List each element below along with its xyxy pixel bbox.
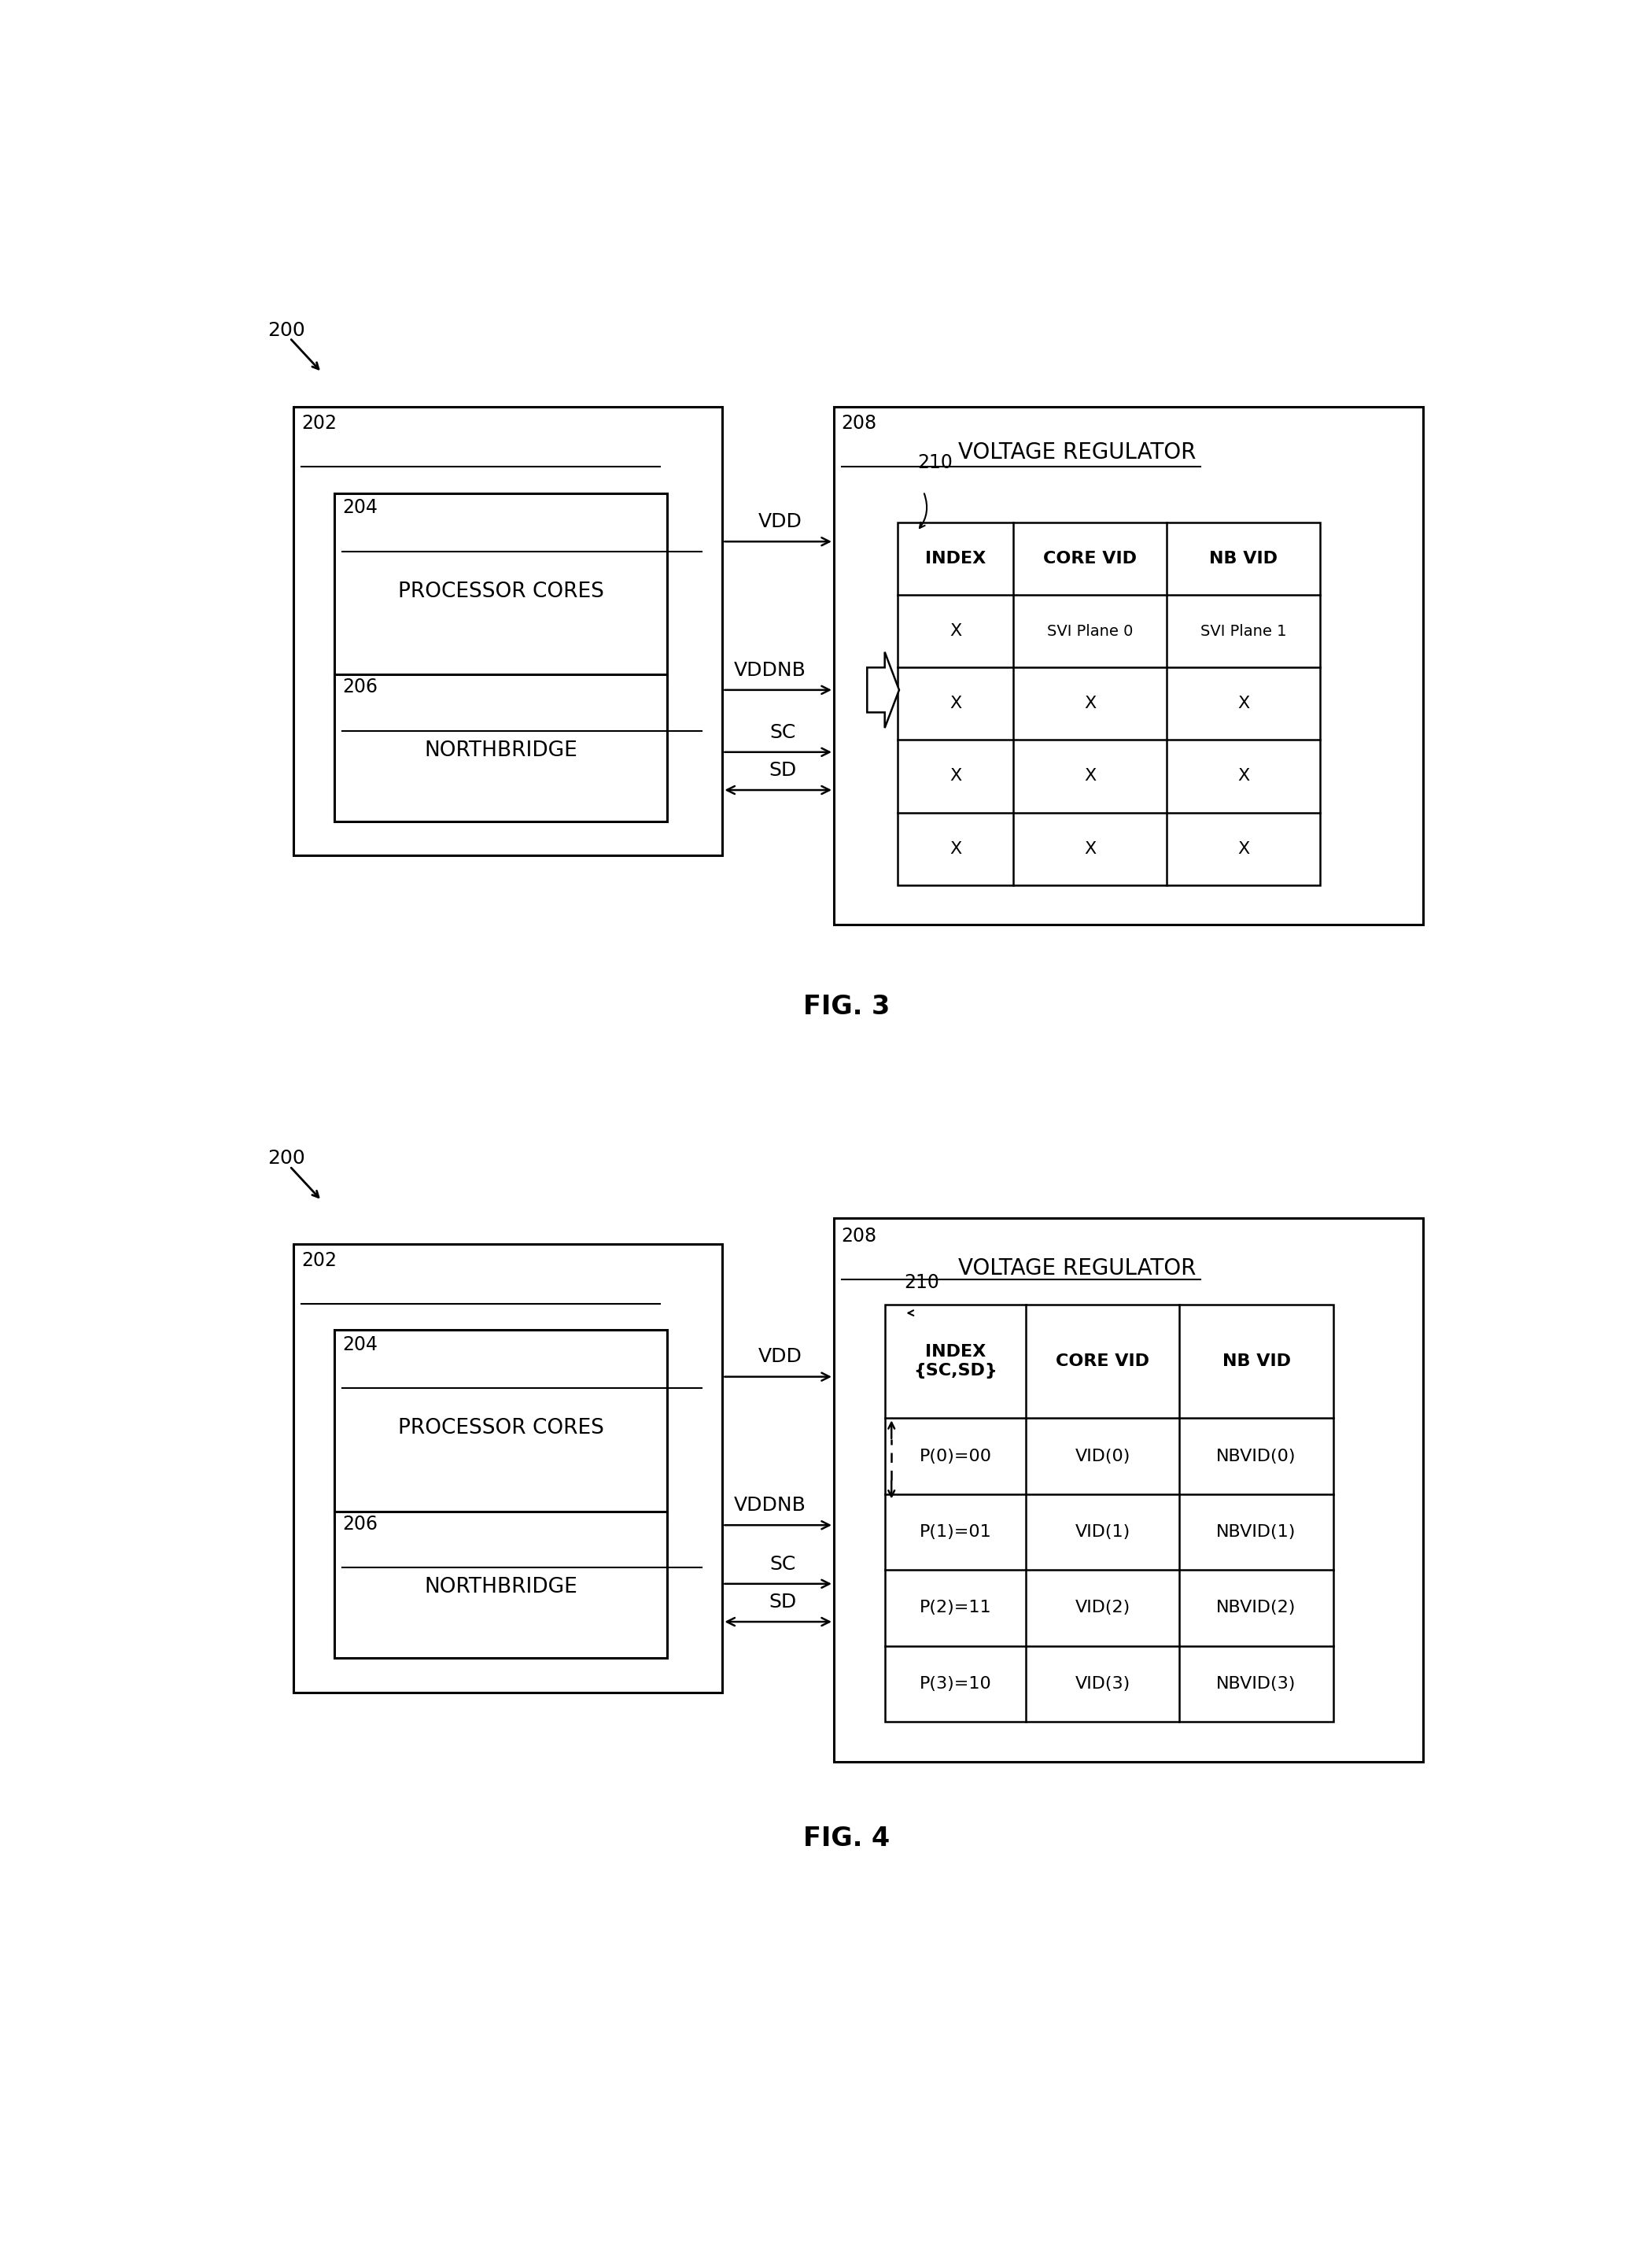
Text: SD: SD — [768, 1593, 796, 1611]
Text: SC: SC — [770, 1555, 796, 1573]
Text: X: X — [950, 769, 961, 784]
Text: X: X — [1084, 840, 1095, 856]
Text: VDDNB: VDDNB — [733, 1497, 806, 1515]
Text: X: X — [1237, 769, 1249, 784]
Bar — [334, 1331, 667, 1519]
Text: VOLTAGE REGULATOR: VOLTAGE REGULATOR — [958, 441, 1196, 464]
Text: X: X — [950, 840, 961, 856]
Bar — [834, 1219, 1422, 1761]
Text: X: X — [950, 697, 961, 713]
Text: 202: 202 — [301, 1250, 337, 1271]
Text: NBVID(3): NBVID(3) — [1216, 1676, 1297, 1692]
Text: 208: 208 — [841, 1226, 877, 1246]
Text: FIG. 3: FIG. 3 — [803, 993, 890, 1020]
Text: 210: 210 — [917, 453, 952, 473]
Text: SVI Plane 1: SVI Plane 1 — [1201, 623, 1287, 639]
Text: 200: 200 — [268, 1150, 306, 1168]
Text: SD: SD — [768, 760, 796, 780]
Text: VID(0): VID(0) — [1075, 1448, 1130, 1463]
Text: 206: 206 — [342, 1515, 378, 1533]
Text: P(0)=00: P(0)=00 — [919, 1448, 991, 1463]
Bar — [834, 408, 1422, 926]
Bar — [294, 1244, 722, 1692]
Text: CORE VID: CORE VID — [1042, 551, 1137, 567]
Text: VDD: VDD — [758, 513, 803, 531]
Text: X: X — [1237, 840, 1249, 856]
Bar — [334, 675, 667, 820]
Text: NB VID: NB VID — [1222, 1354, 1290, 1369]
Text: INDEX: INDEX — [925, 551, 986, 567]
Text: 208: 208 — [841, 415, 877, 433]
Bar — [294, 408, 722, 856]
Text: PROCESSOR CORES: PROCESSOR CORES — [398, 580, 605, 603]
Text: NBVID(1): NBVID(1) — [1216, 1524, 1297, 1540]
Text: VDDNB: VDDNB — [733, 661, 806, 679]
Text: NORTHBRIDGE: NORTHBRIDGE — [425, 1578, 578, 1598]
Bar — [334, 493, 667, 684]
Text: NORTHBRIDGE: NORTHBRIDGE — [425, 740, 578, 760]
Text: FIG. 4: FIG. 4 — [803, 1826, 890, 1851]
Text: 210: 210 — [904, 1273, 940, 1293]
Text: 206: 206 — [342, 677, 378, 697]
Bar — [334, 1510, 667, 1658]
Text: SC: SC — [770, 724, 796, 742]
Polygon shape — [867, 652, 899, 728]
Text: SVI Plane 0: SVI Plane 0 — [1047, 623, 1133, 639]
Bar — [899, 522, 1320, 885]
Text: X: X — [950, 623, 961, 639]
Text: NBVID(0): NBVID(0) — [1216, 1448, 1297, 1463]
Text: NBVID(2): NBVID(2) — [1216, 1600, 1297, 1616]
Bar — [885, 1304, 1333, 1721]
Text: 204: 204 — [342, 498, 378, 518]
Text: P(3)=10: P(3)=10 — [920, 1676, 991, 1692]
Text: PROCESSOR CORES: PROCESSOR CORES — [398, 1419, 605, 1439]
Text: 204: 204 — [342, 1336, 378, 1354]
Text: VID(2): VID(2) — [1075, 1600, 1130, 1616]
Text: 202: 202 — [301, 415, 337, 433]
Text: VOLTAGE REGULATOR: VOLTAGE REGULATOR — [958, 1257, 1196, 1280]
Text: P(2)=11: P(2)=11 — [920, 1600, 991, 1616]
Text: INDEX
{SC,SD}: INDEX {SC,SD} — [914, 1345, 998, 1378]
Text: VDD: VDD — [758, 1347, 803, 1367]
Text: X: X — [1084, 697, 1095, 713]
Text: X: X — [1084, 769, 1095, 784]
Text: VID(3): VID(3) — [1075, 1676, 1130, 1692]
Text: 200: 200 — [268, 320, 306, 341]
Text: NB VID: NB VID — [1209, 551, 1277, 567]
Text: P(1)=01: P(1)=01 — [920, 1524, 991, 1540]
Text: X: X — [1237, 697, 1249, 713]
Text: CORE VID: CORE VID — [1056, 1354, 1150, 1369]
Text: VID(1): VID(1) — [1075, 1524, 1130, 1540]
